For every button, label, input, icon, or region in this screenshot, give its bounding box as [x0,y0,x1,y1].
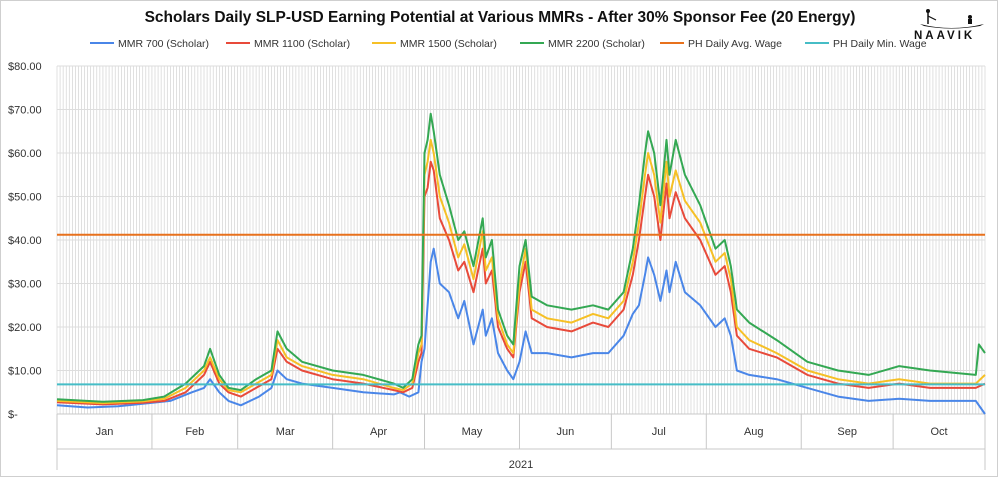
naavik-logo: NAAVIK [912,6,990,48]
x-tick-label: Jul [652,426,666,438]
legend-label: MMR 1500 (Scholar) [400,38,497,50]
y-tick-label: $- [8,409,18,421]
y-tick-label: $40.00 [8,235,42,247]
x-tick-label: Jan [96,426,114,438]
legend-item: MMR 1500 (Scholar) [372,38,497,50]
legend-swatch [660,42,684,45]
legend-item: MMR 2200 (Scholar) [520,38,645,50]
chart-title: Scholars Daily SLP-USD Earning Potential… [144,9,856,26]
legend-label: PH Daily Min. Wage [833,38,927,50]
legend-label: PH Daily Avg. Wage [688,38,782,50]
x-tick-label: Oct [930,426,947,438]
series-line [56,138,986,405]
y-tick-label: $80.00 [8,61,42,73]
y-tick-label: $60.00 [8,148,42,160]
legend-item: MMR 700 (Scholar) [90,38,209,50]
legend-swatch [90,42,114,45]
x-tick-label: Apr [370,426,387,438]
x-tick-label: Feb [185,426,204,438]
legend-label: MMR 700 (Scholar) [118,38,210,50]
legend-swatch [226,42,250,45]
x-tick-label: Sep [837,426,857,438]
legend-label: MMR 1100 (Scholar) [254,38,351,50]
legend-swatch [805,42,829,45]
series-line [56,247,986,415]
y-tick-label: $70.00 [8,105,42,117]
x-tick-label: Mar [276,426,295,438]
x-tick-label: May [462,426,483,438]
logo-text: NAAVIK [914,30,976,42]
y-tick-label: $10.00 [8,366,42,378]
legend-swatch [372,42,396,45]
legend-swatch [520,42,544,45]
x-axis-label: 2021 [509,459,533,471]
y-tick-label: $50.00 [8,192,42,204]
legend-item: MMR 1100 (Scholar) [226,38,350,50]
y-tick-label: $20.00 [8,322,42,334]
legend-item: PH Daily Min. Wage [805,38,927,50]
legend-item: PH Daily Avg. Wage [660,38,782,50]
x-tick-label: Aug [744,426,764,438]
boat-icon [920,9,984,29]
legend-label: MMR 2200 (Scholar) [548,38,645,50]
y-tick-label: $30.00 [8,279,42,291]
x-tick-label: Jun [557,426,575,438]
series-line [56,112,986,403]
